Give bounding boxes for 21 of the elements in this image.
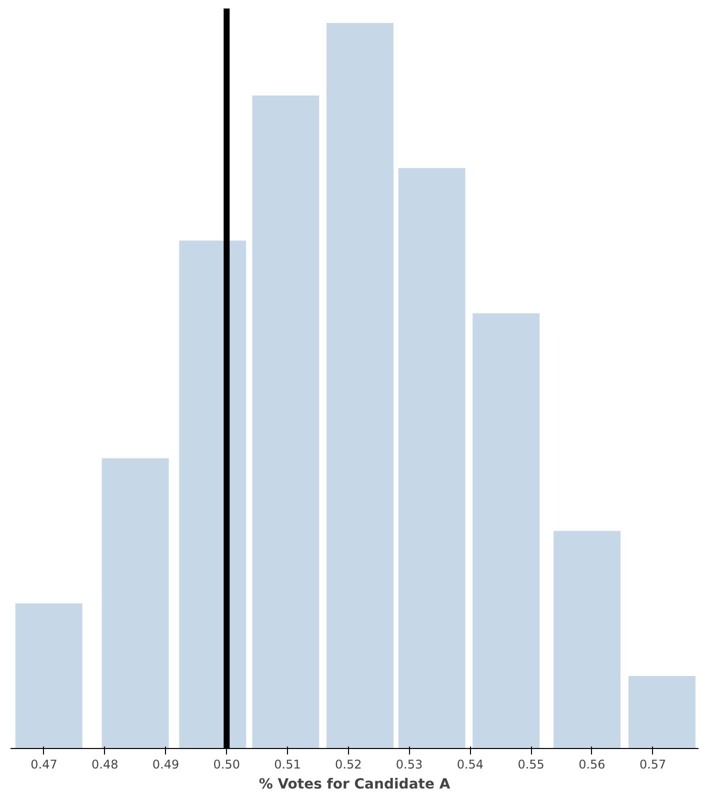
bar [628, 676, 696, 748]
x-tick-label: 0.53 [396, 758, 423, 772]
x-tick-label: 0.52 [335, 758, 362, 772]
x-axis-title: % Votes for Candidate A [258, 776, 450, 792]
bar [554, 530, 621, 748]
x-tick-label: 0.57 [639, 758, 666, 772]
bar [472, 313, 540, 748]
x-tick-label: 0.47 [30, 758, 58, 772]
bar [252, 96, 320, 748]
x-tick-label: 0.54 [456, 758, 484, 772]
x-tick-label: 0.55 [518, 758, 544, 772]
x-tick-label: 0.50 [213, 758, 240, 772]
x-tick-label: 0.48 [92, 758, 118, 772]
x-tick-label: 0.49 [152, 758, 180, 772]
bar [102, 458, 169, 748]
bar [179, 240, 246, 748]
bar [15, 603, 82, 748]
x-tick-label: 0.56 [578, 758, 606, 772]
x-tick-label: 0.51 [274, 758, 301, 772]
bar [398, 168, 466, 748]
bar [326, 23, 394, 748]
